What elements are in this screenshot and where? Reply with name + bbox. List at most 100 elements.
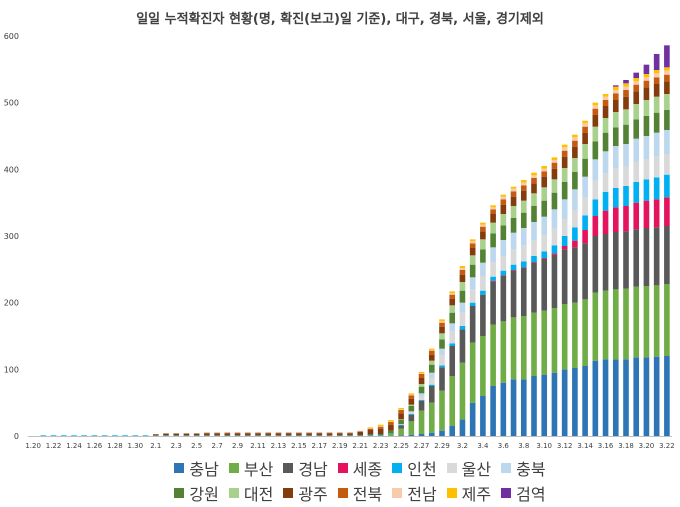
bar-segment	[428, 354, 435, 361]
legend-item: 경남	[283, 456, 328, 480]
bar-segment	[500, 321, 507, 383]
bar-segment	[520, 316, 527, 380]
legend-swatch	[392, 488, 403, 498]
bar-segment	[469, 302, 476, 306]
bar-segment	[152, 435, 159, 436]
bar-segment	[418, 374, 425, 378]
bar-segment	[643, 80, 650, 88]
bar-segment	[602, 96, 609, 100]
x-tick-label: 1.22	[46, 442, 62, 450]
y-tick-label: 500	[4, 99, 19, 108]
bar-segment	[459, 290, 466, 303]
y-tick-label: 100	[4, 365, 19, 374]
bar-segment	[418, 386, 425, 394]
bar-segment	[572, 158, 578, 172]
bar-segment	[244, 435, 251, 436]
legend-label: 세종	[352, 460, 383, 479]
bar-segment	[623, 166, 629, 186]
bar-segment	[459, 326, 466, 330]
bar-segment	[541, 171, 548, 177]
bar-segment	[633, 202, 640, 230]
legend-swatch	[337, 463, 348, 473]
bar-segment	[520, 190, 527, 201]
bar-segment	[418, 400, 425, 411]
bar-segment	[623, 109, 629, 125]
bar-segment	[664, 70, 670, 75]
bar-segment	[224, 435, 231, 436]
bar-segment	[602, 100, 609, 106]
bar-segment	[551, 308, 558, 373]
bar-segment	[500, 196, 507, 200]
bar-segment	[418, 434, 425, 436]
bar-segment	[664, 74, 670, 82]
bar-segment	[234, 435, 241, 436]
legend-label: 충북	[516, 460, 546, 479]
bar-segment	[91, 435, 98, 436]
bar-segment	[439, 326, 445, 334]
bar-segment	[469, 241, 476, 244]
bar-segment	[643, 357, 650, 436]
bar-segment	[459, 362, 466, 420]
legend-label: 경남	[298, 460, 328, 479]
bar-segment	[664, 174, 670, 198]
bar-segment	[541, 187, 548, 201]
legend-label: 전남	[407, 485, 437, 504]
legend-swatch	[446, 488, 457, 498]
bar-segment	[520, 261, 527, 268]
bar-segment	[234, 432, 241, 434]
bar-segment	[653, 112, 660, 133]
bar-segment	[306, 432, 312, 434]
bar-segment	[490, 233, 496, 248]
bar-segment	[561, 156, 568, 168]
bar-segment	[244, 433, 251, 436]
bar-segment	[469, 289, 476, 303]
x-tick-label: 2.15	[291, 442, 307, 450]
bar-segment	[510, 191, 517, 197]
bar-segment	[388, 434, 394, 436]
bar-segment	[633, 357, 640, 436]
bar-segment	[490, 281, 496, 325]
bar-segment	[592, 114, 599, 127]
bar-segment	[490, 214, 496, 223]
bar-segment	[347, 433, 353, 436]
x-tick-label: 2.11	[250, 442, 266, 450]
bar-segment	[664, 284, 670, 356]
bar-segment	[582, 132, 588, 144]
bar-segment	[408, 414, 415, 415]
bar-segment	[367, 430, 374, 435]
bar-segment	[428, 378, 435, 385]
bar-segment	[500, 270, 507, 276]
legend-item: 전북	[337, 481, 382, 505]
bar-segment	[377, 428, 384, 434]
chart-title: 일일 누적확진자 현황(명, 확진(보고)일 기준), 대구, 경북, 서울, …	[136, 12, 544, 27]
bar-segment	[643, 100, 650, 116]
x-tick-label: 3.18	[618, 442, 634, 450]
bar-segment	[490, 207, 496, 210]
bar-segment	[173, 433, 180, 434]
bar-segment	[612, 112, 619, 128]
bar-segment	[490, 205, 496, 208]
x-tick-label: 1.30	[128, 442, 144, 450]
bar-segment	[602, 173, 609, 192]
x-tick-label: 1.26	[87, 442, 103, 450]
bar-segment	[469, 277, 476, 290]
bar-segment	[449, 346, 456, 376]
bar-segment	[469, 239, 476, 242]
bar-segment	[643, 136, 650, 160]
legend-swatch	[228, 463, 239, 473]
bar-segment	[480, 336, 486, 396]
bar-segment	[275, 433, 282, 436]
bar-segment	[480, 396, 486, 436]
bar-segment	[582, 144, 588, 159]
bar-segment	[275, 435, 282, 436]
bar-segment	[398, 435, 404, 436]
bar-segment	[71, 435, 77, 436]
bar-segment	[551, 254, 558, 308]
bar-segment	[480, 226, 486, 232]
bar-segment	[551, 192, 558, 210]
bar-segment	[459, 329, 466, 363]
bar-segment	[602, 94, 609, 97]
bar-segment	[306, 435, 312, 436]
bar-segment	[551, 245, 558, 254]
